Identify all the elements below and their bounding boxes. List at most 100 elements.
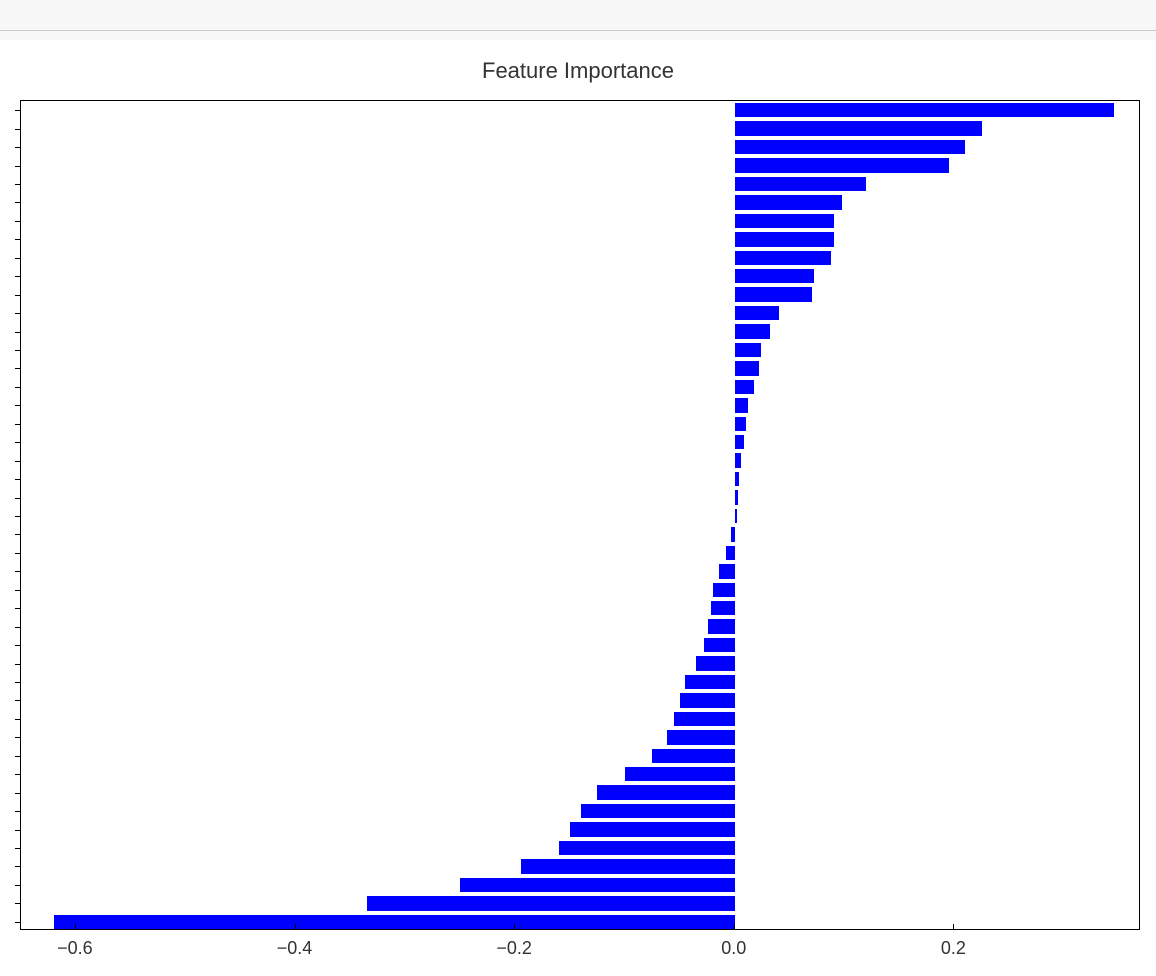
y-tick-mark (15, 719, 21, 720)
y-tick-mark (15, 608, 21, 609)
feature-bar (726, 546, 735, 560)
feature-bar (735, 361, 759, 375)
y-tick-mark (15, 830, 21, 831)
y-tick-mark (15, 922, 21, 923)
feature-bar (735, 251, 832, 265)
feature-bar (735, 509, 737, 523)
y-tick-mark (15, 627, 21, 628)
feature-bar (735, 232, 834, 246)
y-tick-mark (15, 756, 21, 757)
y-tick-mark (15, 184, 21, 185)
feature-bar (735, 103, 1114, 117)
y-tick-mark (15, 774, 21, 775)
chart-container: Feature Importance −0.6−0.4−0.20.00.2 (0, 40, 1156, 976)
y-tick-mark (15, 202, 21, 203)
feature-bar (735, 453, 742, 467)
feature-bar (667, 730, 735, 744)
feature-bar (735, 287, 812, 301)
feature-bar (735, 380, 755, 394)
x-tick-label: 0.0 (721, 938, 746, 959)
y-tick-mark (15, 885, 21, 886)
y-tick-mark (15, 332, 21, 333)
x-tick-label: −0.4 (277, 938, 313, 959)
x-tick-label: −0.6 (57, 938, 93, 959)
y-tick-mark (15, 664, 21, 665)
y-tick-mark (15, 645, 21, 646)
feature-bar (735, 214, 834, 228)
y-tick-mark (15, 498, 21, 499)
page-divider (0, 30, 1156, 31)
y-tick-mark (15, 442, 21, 443)
x-tick-mark (75, 924, 76, 930)
feature-bar (674, 712, 734, 726)
x-tick-mark (295, 924, 296, 930)
feature-bar (685, 675, 734, 689)
feature-bar (696, 656, 734, 670)
y-tick-mark (15, 866, 21, 867)
feature-bar (597, 785, 734, 799)
feature-bar (708, 619, 734, 633)
y-tick-mark (15, 258, 21, 259)
y-tick-mark (15, 793, 21, 794)
feature-bar (521, 859, 735, 873)
feature-bar (680, 693, 735, 707)
y-tick-mark (15, 571, 21, 572)
y-tick-mark (15, 239, 21, 240)
feature-bar (711, 601, 735, 615)
feature-bar (735, 343, 761, 357)
feature-bar (735, 177, 867, 191)
feature-bar (735, 269, 814, 283)
y-tick-mark (15, 166, 21, 167)
y-tick-mark (15, 110, 21, 111)
y-tick-mark (15, 811, 21, 812)
y-tick-mark (15, 737, 21, 738)
y-tick-mark (15, 848, 21, 849)
y-tick-mark (15, 553, 21, 554)
y-tick-mark (15, 276, 21, 277)
feature-bar (735, 324, 770, 338)
y-tick-mark (15, 700, 21, 701)
feature-bar (713, 583, 735, 597)
feature-bar (570, 822, 735, 836)
y-tick-mark (15, 682, 21, 683)
feature-bar (735, 398, 748, 412)
y-tick-mark (15, 147, 21, 148)
feature-bar (652, 749, 734, 763)
feature-bar (735, 140, 966, 154)
feature-bar (735, 195, 843, 209)
chart-title: Feature Importance (0, 40, 1156, 84)
feature-bar (735, 158, 949, 172)
y-tick-mark (15, 479, 21, 480)
y-tick-mark (15, 350, 21, 351)
feature-bar (735, 417, 746, 431)
y-tick-mark (15, 405, 21, 406)
feature-bar (731, 527, 734, 541)
feature-bar (54, 915, 735, 929)
feature-bar (735, 435, 744, 449)
feature-bar (735, 490, 738, 504)
x-tick-label: −0.2 (496, 938, 532, 959)
y-tick-mark (15, 903, 21, 904)
y-tick-mark (15, 590, 21, 591)
y-tick-mark (15, 129, 21, 130)
feature-bar (704, 638, 735, 652)
y-tick-mark (15, 516, 21, 517)
plot-area (20, 100, 1140, 930)
y-tick-mark (15, 461, 21, 462)
feature-bar (367, 896, 735, 910)
feature-bar (735, 472, 739, 486)
feature-bar (735, 121, 982, 135)
x-tick-mark (514, 924, 515, 930)
y-tick-mark (15, 534, 21, 535)
x-tick-mark (953, 924, 954, 930)
y-tick-mark (15, 368, 21, 369)
y-tick-mark (15, 221, 21, 222)
y-tick-mark (15, 313, 21, 314)
feature-bar (735, 306, 779, 320)
feature-bar (625, 767, 735, 781)
feature-bar (559, 841, 735, 855)
feature-bar (719, 564, 734, 578)
y-tick-mark (15, 387, 21, 388)
y-tick-mark (15, 424, 21, 425)
feature-bar (460, 878, 735, 892)
